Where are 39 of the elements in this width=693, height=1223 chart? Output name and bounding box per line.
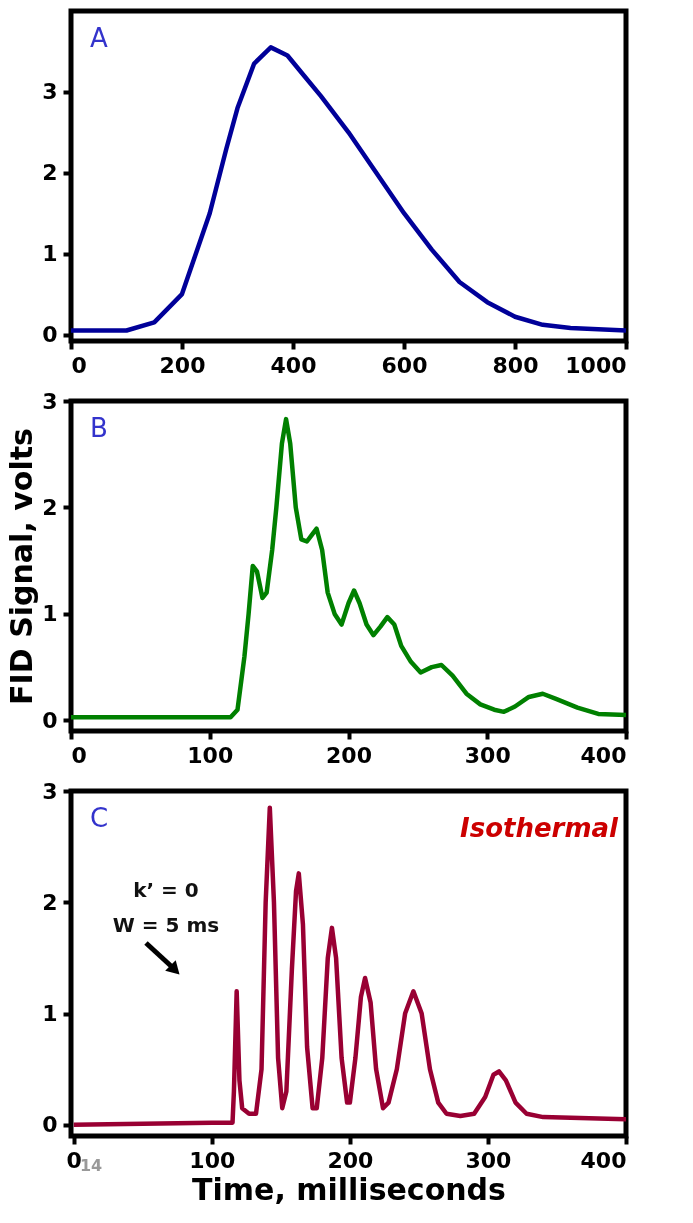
x-tick-label: 400 [580, 742, 627, 768]
x-tick-label: 200 [159, 352, 206, 378]
x-axis-title: Time, milliseconds [192, 1171, 506, 1207]
annotation: C [89, 803, 109, 833]
y-tick-label: 2 [42, 494, 58, 520]
x-tick-label: 400 [580, 1147, 627, 1173]
x-tick-label: 0 [66, 1147, 82, 1173]
x-tick-label: 0 [71, 352, 87, 378]
x-tick-label: 600 [381, 352, 428, 378]
x-tick-label: 100 [189, 1147, 236, 1173]
y-tick-label: 1 [42, 1001, 58, 1027]
y-tick-label: 0 [42, 707, 58, 733]
x-tick-label: 300 [464, 742, 511, 768]
annotation: A [90, 23, 109, 53]
y-tick-label: 3 [42, 79, 58, 105]
line-series [71, 45, 626, 333]
y-tick-label: 0 [42, 1112, 58, 1138]
x-tick-label: 400 [270, 352, 317, 378]
x-tick-label: 200 [326, 742, 372, 768]
annotation: Isothermal [460, 813, 620, 843]
annotation: B [90, 413, 108, 443]
x-tick-label: 800 [492, 352, 539, 378]
y-tick-label: 3 [42, 388, 58, 414]
x-tick-label: 300 [465, 1147, 512, 1173]
y-tick-label: 1 [42, 601, 58, 627]
y-axis-title: FID Signal, volts [4, 428, 40, 705]
y-tick-label: 0 [42, 322, 58, 348]
y-tick-label: 2 [42, 889, 58, 915]
annotation: k’ = 0 [133, 878, 199, 902]
line-series [71, 416, 626, 720]
annotation: W = 5 ms [112, 913, 220, 937]
y-tick-label: 2 [42, 160, 58, 186]
x-tick-label: 200 [327, 1147, 374, 1173]
x-tick-label: 100 [187, 742, 234, 768]
y-tick-label: 1 [42, 241, 58, 267]
x-tick-label: 0 [71, 742, 87, 768]
y-tick-label: 3 [42, 778, 58, 804]
line-series [71, 805, 626, 1128]
x-tick-label: 1000 [565, 352, 627, 378]
